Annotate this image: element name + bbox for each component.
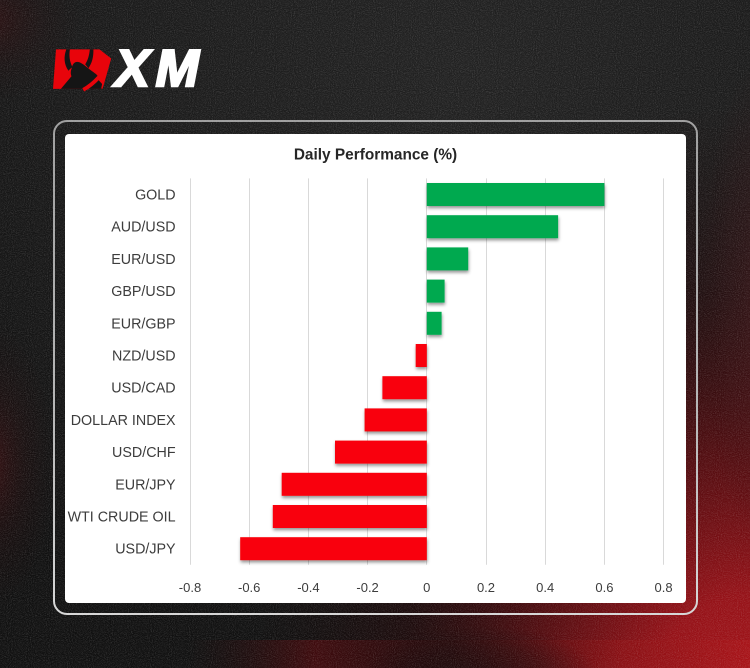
- svg-text:USD/CAD: USD/CAD: [111, 381, 175, 397]
- svg-text:0.8: 0.8: [655, 580, 673, 595]
- svg-text:EUR/GBP: EUR/GBP: [111, 316, 175, 332]
- svg-text:USD/JPY: USD/JPY: [115, 542, 176, 558]
- svg-text:-0.6: -0.6: [238, 580, 260, 595]
- svg-text:0.2: 0.2: [477, 580, 495, 595]
- svg-text:0.4: 0.4: [536, 580, 554, 595]
- svg-text:WTI CRUDE OIL: WTI CRUDE OIL: [68, 510, 176, 526]
- svg-text:0.6: 0.6: [595, 580, 613, 595]
- svg-text:-0.4: -0.4: [297, 580, 319, 595]
- svg-text:Daily Performance (%): Daily Performance (%): [294, 146, 457, 163]
- svg-text:XM: XM: [112, 42, 205, 94]
- svg-text:NZD/USD: NZD/USD: [112, 349, 176, 365]
- svg-text:EUR/USD: EUR/USD: [111, 252, 175, 268]
- svg-text:-0.2: -0.2: [356, 580, 378, 595]
- svg-text:GOLD: GOLD: [135, 188, 176, 204]
- svg-text:EUR/JPY: EUR/JPY: [115, 477, 176, 493]
- svg-text:-0.8: -0.8: [179, 580, 201, 595]
- svg-text:0: 0: [423, 580, 430, 595]
- svg-text:DOLLAR INDEX: DOLLAR INDEX: [71, 413, 176, 429]
- svg-text:GBP/USD: GBP/USD: [111, 284, 175, 300]
- svg-text:USD/CHF: USD/CHF: [112, 445, 176, 461]
- svg-text:AUD/USD: AUD/USD: [111, 220, 175, 236]
